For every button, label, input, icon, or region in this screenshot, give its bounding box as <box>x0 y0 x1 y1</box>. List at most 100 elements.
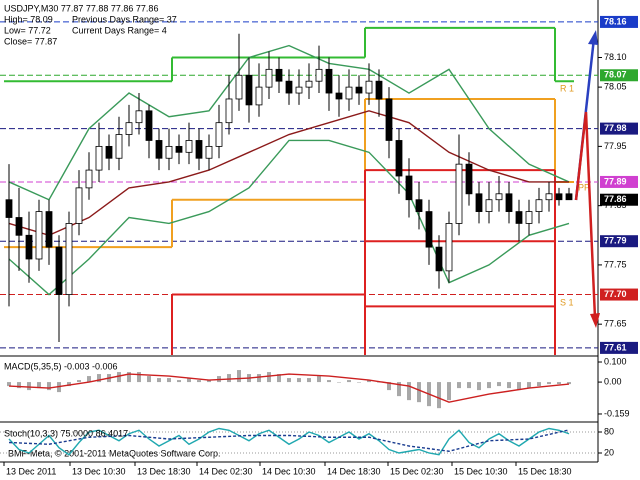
indicator-line <box>8 427 570 456</box>
candle-body <box>75 187 83 224</box>
candle-body <box>505 193 513 212</box>
y-tick-label: 77.75 <box>604 259 627 269</box>
histogram-bar <box>377 382 381 383</box>
histogram-bar <box>507 382 511 389</box>
candle-body <box>345 86 353 100</box>
histogram-bar <box>167 378 171 383</box>
pivot-label: R 1 <box>560 83 574 93</box>
candle-body <box>325 68 333 94</box>
y-tick-label: 80 <box>604 426 614 436</box>
histogram-bar <box>327 380 331 383</box>
histogram-bar <box>157 378 161 383</box>
histogram-bar <box>197 380 201 383</box>
y-tick-label: 78.05 <box>604 81 627 91</box>
histogram-bar <box>77 380 81 383</box>
histogram-bar <box>567 382 571 385</box>
histogram-bar <box>287 378 291 383</box>
histogram-bar <box>67 382 71 387</box>
candle-body <box>525 211 533 224</box>
x-tick-label: 13 Dec 18:30 <box>137 466 191 476</box>
candle-body <box>375 80 383 100</box>
histogram-bar <box>497 382 501 387</box>
level-box <box>600 341 638 354</box>
histogram-bar <box>367 380 371 383</box>
candle-body <box>245 74 253 106</box>
candle-body <box>205 145 213 159</box>
histogram-bar <box>7 382 11 387</box>
info-text: Current Days Range= 4 <box>72 25 167 35</box>
histogram-bar <box>257 374 261 383</box>
indicator-line <box>8 44 570 201</box>
histogram-bar <box>227 374 231 383</box>
histogram-bar <box>477 382 481 391</box>
indicator-line <box>8 373 570 403</box>
candle-body <box>385 98 393 141</box>
up-arrow-head <box>588 30 598 45</box>
candle-body <box>145 110 153 141</box>
candle-body <box>135 110 143 124</box>
histogram-bar <box>127 372 131 383</box>
level-label: 77.79 <box>604 236 627 246</box>
histogram-bar <box>297 378 301 383</box>
level-label: 77.86 <box>604 194 627 204</box>
histogram-bar <box>467 382 471 389</box>
y-tick-label: 0.00 <box>604 376 622 386</box>
x-tick-label: 15 Dec 18:30 <box>518 466 572 476</box>
x-tick-label: 15 Dec 02:30 <box>390 466 444 476</box>
candle-body <box>25 234 33 260</box>
histogram-bar <box>407 382 411 401</box>
projection-arrows <box>574 30 600 328</box>
candle-body <box>475 193 483 212</box>
histogram-bar <box>537 382 541 387</box>
level-box <box>600 69 638 82</box>
histogram-bar <box>487 382 491 389</box>
y-tick-label: 77.65 <box>604 319 627 329</box>
candle-body <box>65 223 73 295</box>
level-box <box>600 15 638 28</box>
histogram-bar <box>177 380 181 383</box>
indicator-line <box>8 110 569 237</box>
candle-body <box>395 140 403 177</box>
level-label: 78.16 <box>604 16 627 26</box>
histogram-bar <box>187 378 191 383</box>
histogram-bar <box>237 370 241 383</box>
histogram-bar <box>277 374 281 383</box>
candle-body <box>35 211 43 260</box>
y-tick-label: -0.159 <box>604 408 630 418</box>
histogram-bar <box>147 376 151 383</box>
histogram-bar <box>557 382 561 385</box>
panel-title: MACD(5,35,5) -0.003 -0.006 <box>4 361 118 371</box>
candle-body <box>435 246 443 272</box>
level-box <box>600 122 638 135</box>
info-text: Close= 77.87 <box>4 36 57 46</box>
candle-body <box>565 193 573 201</box>
histogram-bar <box>457 382 461 389</box>
candle-body <box>275 68 283 82</box>
histogram-bar <box>517 382 521 391</box>
indicator-line <box>8 429 570 452</box>
level-label: 78.07 <box>604 70 627 80</box>
histogram-bar <box>87 376 91 383</box>
panel-title: Stoch(10,3,3) 75.0000 86.4017 <box>4 428 128 438</box>
candle-body <box>105 145 113 159</box>
info-text: High= 78.09 <box>4 14 53 24</box>
histogram-bar <box>37 382 41 389</box>
candle-body <box>315 68 323 82</box>
histogram-bar <box>27 382 31 391</box>
histogram-bar <box>267 372 271 383</box>
candle-body <box>415 199 423 212</box>
histogram-bar <box>97 374 101 383</box>
y-tick-label: 78.10 <box>604 52 627 62</box>
histogram-bar <box>547 382 551 385</box>
candle-body <box>535 199 543 212</box>
y-tick-label: 20 <box>604 447 614 457</box>
down-arrow <box>574 111 597 319</box>
candle-body <box>465 163 473 195</box>
candle-body <box>215 122 223 147</box>
candle-body <box>265 68 273 88</box>
level-label: 77.61 <box>604 342 627 352</box>
histogram-bar <box>337 382 341 383</box>
histogram-bar <box>207 380 211 383</box>
candle-body <box>495 193 503 201</box>
